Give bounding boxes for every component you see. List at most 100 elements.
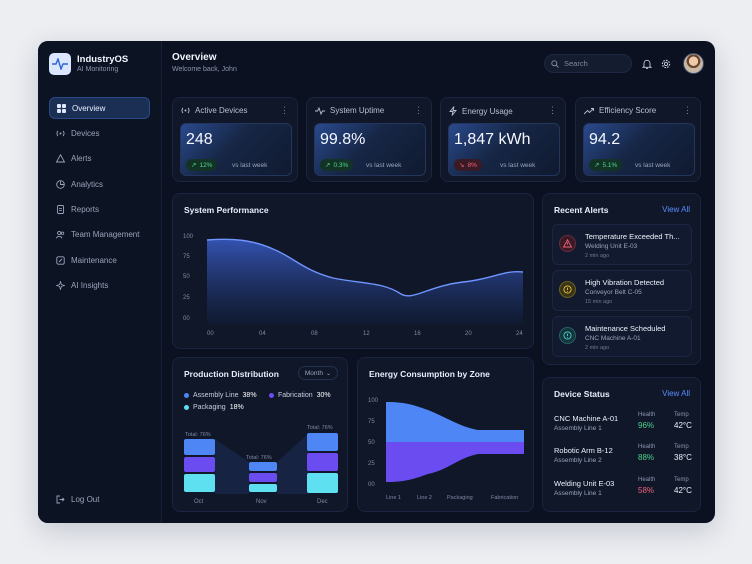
page-title: Overview (172, 52, 217, 63)
performance-area (207, 239, 523, 324)
devices-view-all-link[interactable]: View All (662, 389, 690, 398)
temp-value: 42°C (674, 421, 692, 430)
kpi-card-active-devices: Active Devices ⋮ 248 ↗ 12% vs last week (172, 97, 298, 182)
sidebar-item-team-management[interactable]: Team Management (49, 224, 150, 246)
avatar[interactable] (683, 53, 704, 74)
kpi-compare: vs last week (500, 162, 536, 169)
x-tick: 00 (207, 331, 214, 337)
legend-value: 38% (242, 392, 257, 399)
legend-value: 30% (316, 392, 331, 399)
sidebar-item-ai-insights[interactable]: AI Insights (49, 275, 150, 297)
zone-label: Packaging (447, 495, 473, 501)
sidebar-item-alerts[interactable]: Alerts (49, 148, 150, 170)
legend-name: Packaging (193, 404, 226, 411)
device-row[interactable]: CNC Machine A-01 Assembly Line 1 Health … (554, 412, 694, 442)
trend-up-icon: ↗ (594, 162, 600, 169)
legend-item: Fabrication 30% (269, 392, 331, 399)
logout-icon (56, 495, 65, 504)
kpi-value: 94.2 (589, 131, 621, 148)
device-line: Assembly Line 1 (554, 425, 602, 432)
sidebar-item-analytics[interactable]: Analytics (49, 173, 150, 195)
kpi-title: Energy Usage (462, 106, 513, 116)
device-line: Assembly Line 1 (554, 490, 602, 497)
sidebar-item-label: Analytics (71, 179, 104, 189)
device-line: Assembly Line 2 (554, 457, 602, 464)
y-tick: 25 (183, 295, 190, 301)
kpi-title: System Uptime (330, 106, 385, 115)
temp-label: Temp (674, 412, 689, 418)
bar-segment-packaging (184, 474, 215, 492)
sidebar-item-overview[interactable]: Overview (49, 97, 150, 119)
health-value: 58% (638, 486, 655, 495)
kpi-value: 99.8% (320, 131, 366, 148)
lightning-icon (449, 106, 457, 116)
sidebar-item-devices[interactable]: Devices (49, 122, 150, 144)
energy-area-upper (386, 402, 524, 442)
y-tick: 75 (368, 419, 375, 425)
legend-dot (184, 393, 189, 398)
card-title: Device Status (554, 389, 610, 399)
device-status-card: Device Status View All CNC Machine A-01 … (542, 377, 701, 512)
device-row[interactable]: Welding Unit E-03 Assembly Line 1 Health… (554, 477, 694, 507)
more-icon[interactable]: ⋮ (548, 105, 557, 115)
kpi-value: 248 (186, 131, 213, 148)
sidebar-item-label: AI Insights (71, 281, 109, 291)
pulse-logo-icon (49, 53, 71, 75)
logout-button[interactable]: Log Out (56, 495, 99, 504)
sidebar-item-maintenance[interactable]: Maintenance (49, 249, 150, 271)
bar-total: Total: 76% (185, 432, 211, 438)
bar-segment-assembly (307, 433, 338, 451)
sparkle-icon (56, 281, 65, 291)
zone-label: Line 1 (386, 495, 401, 501)
legend-dot (184, 405, 189, 410)
gear-icon[interactable] (660, 58, 671, 69)
bar-segment-fabrication (184, 457, 215, 472)
search-input[interactable]: Search (544, 54, 632, 73)
trend-down-icon: ↘ (459, 162, 465, 169)
search-placeholder: Search (564, 59, 588, 68)
kpi-title: Efficiency Score (599, 106, 657, 115)
welcome-text: Welcome back, John (172, 66, 237, 73)
flow-band (215, 439, 249, 494)
health-label: Health (638, 477, 656, 483)
recent-alerts-card: Recent Alerts View All Temperature Excee… (542, 193, 701, 365)
x-tick: 24 (516, 331, 523, 337)
alert-title: High Vibration Detected (585, 278, 665, 287)
performance-chart: 100 75 50 25 00 00 04 08 12 16 20 24 (183, 234, 524, 337)
y-tick: 00 (183, 316, 190, 322)
card-title: Energy Consumption by Zone (369, 369, 490, 379)
temp-value: 38°C (674, 453, 692, 462)
more-icon[interactable]: ⋮ (414, 105, 423, 115)
system-performance-card: System Performance 100 75 50 25 00 00 04… (172, 193, 534, 349)
bell-icon[interactable] (641, 58, 652, 69)
card-title: System Performance (184, 205, 269, 215)
alerts-view-all-link[interactable]: View All (662, 205, 690, 214)
alert-item[interactable]: Temperature Exceeded Th... Welding Unit … (552, 224, 692, 265)
alert-device: Welding Unit E-03 (585, 243, 638, 250)
device-row[interactable]: Robotic Arm B-12 Assembly Line 2 Health … (554, 444, 694, 474)
more-icon[interactable]: ⋮ (683, 105, 692, 115)
device-name: Welding Unit E-03 (554, 479, 615, 488)
trend-value: 5.1% (602, 161, 618, 169)
performance-line (206, 238, 524, 297)
alert-time: 2 min ago (585, 345, 610, 351)
bar-total: Total: 76% (307, 425, 333, 431)
more-icon[interactable]: ⋮ (280, 105, 289, 115)
kpi-card-efficiency-score: Efficiency Score ⋮ 94.2 ↗ 5.1% vs last we… (575, 97, 701, 182)
temp-value: 42°C (674, 486, 692, 495)
alert-item[interactable]: Maintenance Scheduled CNC Machine A-01 2… (552, 316, 692, 357)
sidebar: IndustryOS AI Monitoring Overview Device… (38, 41, 162, 523)
alert-time: 2 min ago (585, 253, 610, 259)
kpi-compare: vs last week (232, 162, 268, 169)
production-distribution-card: Production Distribution Month ⌄ Assembly… (172, 357, 348, 512)
card-title: Production Distribution (184, 369, 279, 379)
trend-value: 0.3% (333, 161, 349, 169)
trend-up-icon: ↗ (325, 162, 331, 169)
alert-item[interactable]: High Vibration Detected Conveyor Belt C-… (552, 270, 692, 311)
x-tick: 20 (465, 331, 472, 337)
trend-value: 8% (467, 161, 477, 169)
sidebar-item-label: Alerts (71, 154, 92, 164)
period-dropdown[interactable]: Month ⌄ (297, 366, 338, 380)
sidebar-item-reports[interactable]: Reports (49, 199, 150, 221)
wrench-icon (56, 256, 65, 265)
